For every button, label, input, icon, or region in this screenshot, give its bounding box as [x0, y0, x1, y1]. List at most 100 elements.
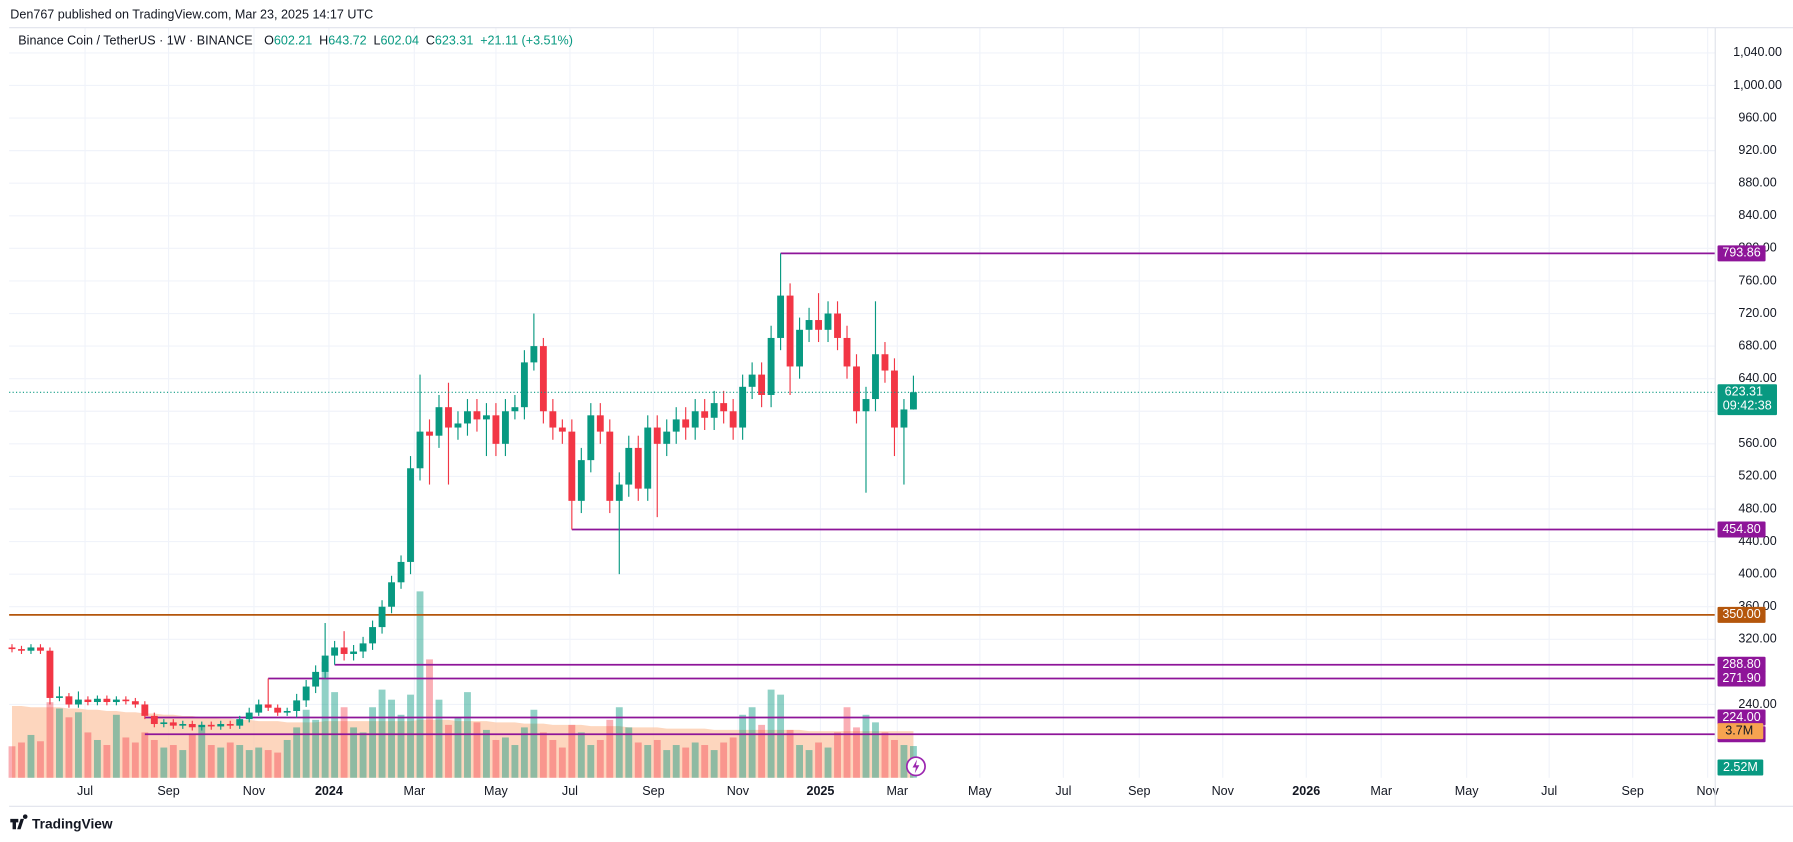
- volume-bar: [169, 745, 177, 778]
- volume-box: [1717, 759, 1764, 776]
- level-label: 350.00: [1722, 607, 1760, 621]
- candle-body: [805, 320, 813, 330]
- candle-body: [853, 366, 860, 412]
- candle-body: [729, 411, 737, 428]
- level-label: 271.90: [1722, 671, 1760, 685]
- volume-bar: [872, 722, 879, 778]
- logo-mark: [10, 814, 28, 830]
- volume-bar: [748, 707, 756, 778]
- x-tick-label: Nov: [1212, 784, 1235, 798]
- volume-bar: [729, 737, 737, 778]
- candle-body: [93, 698, 101, 703]
- volume-bar: [160, 747, 168, 778]
- x-tick-label: Jul: [562, 784, 578, 798]
- candle-body: [255, 704, 263, 713]
- volume-bar: [93, 739, 101, 778]
- candle-body: [634, 447, 642, 489]
- candle-body: [122, 699, 130, 702]
- volume-bar: [226, 742, 234, 778]
- y-tick-label: 520.00: [1738, 469, 1776, 483]
- candle-body: [207, 724, 215, 727]
- x-tick-label: May: [484, 784, 508, 798]
- candle-body: [65, 696, 73, 705]
- candle-body: [796, 329, 803, 367]
- volume-bar: [596, 739, 604, 778]
- candle-body: [596, 415, 604, 432]
- candle-body: [245, 712, 253, 720]
- volume-bar: [131, 742, 139, 778]
- candle-body: [539, 346, 547, 412]
- candle-body: [549, 411, 557, 428]
- candle-body: [663, 431, 671, 444]
- countdown: 09:42:38: [1723, 398, 1772, 412]
- volume-bar: [416, 591, 424, 778]
- volume-bar: [426, 659, 433, 778]
- candle-body: [74, 699, 82, 705]
- volume-bar: [805, 750, 813, 778]
- last-price-box: [1717, 384, 1777, 416]
- candle-body: [558, 427, 566, 432]
- last-price-label: 623.31: [1725, 385, 1763, 399]
- volume-bar: [672, 745, 680, 778]
- candle-body: [881, 354, 889, 371]
- volume-bar: [539, 732, 547, 778]
- y-tick-label: 1,040.00: [1733, 45, 1782, 59]
- volume-bar: [255, 747, 263, 778]
- candle-body: [758, 374, 766, 395]
- volume-label: 2.52M: [1723, 760, 1758, 774]
- y-tick-label: 960.00: [1738, 110, 1776, 124]
- candle-body: [843, 337, 851, 367]
- candle-body: [577, 460, 585, 501]
- y-tick-label: 720.00: [1738, 306, 1776, 320]
- legend-low: 602.04: [381, 34, 419, 48]
- candle-body: [160, 722, 168, 725]
- volume-bar: [359, 732, 367, 778]
- volume-bar: [549, 739, 557, 778]
- candle-body: [720, 403, 728, 412]
- volume-bar: [312, 719, 320, 778]
- replay-icon[interactable]: [905, 756, 926, 777]
- x-tick-label: Sep: [1622, 784, 1644, 798]
- candle-body: [226, 724, 234, 726]
- icon-bolt: [912, 759, 920, 774]
- volume-bar: [520, 727, 528, 778]
- y-tick-label: 240.00: [1738, 697, 1776, 711]
- volume-bar: [891, 739, 898, 778]
- candle-body: [739, 386, 747, 428]
- volume-bar: [786, 729, 794, 778]
- legend-letter: L: [374, 34, 381, 48]
- x-tick-label: Mar: [404, 784, 426, 798]
- volume-bar: [853, 727, 860, 778]
- candle-body: [691, 411, 699, 428]
- candle-body: [321, 655, 329, 672]
- volume-bar: [606, 719, 614, 778]
- candle-body: [37, 647, 44, 651]
- candle-body: [891, 370, 898, 428]
- candle-body: [416, 431, 424, 469]
- volume-bar: [625, 727, 633, 778]
- candle-body: [46, 650, 54, 698]
- candle-body: [672, 419, 680, 432]
- volume-bar: [739, 714, 747, 778]
- volume-bar: [46, 702, 54, 778]
- candle-body: [179, 724, 187, 726]
- y-tick-label: 840.00: [1738, 208, 1776, 222]
- volume-bar: [37, 741, 44, 778]
- x-tick-label: Sep: [157, 784, 179, 798]
- candle-body: [141, 704, 149, 716]
- y-tick-label: 680.00: [1738, 338, 1776, 352]
- x-tick-label: 2024: [315, 784, 343, 798]
- logo: TradingView: [10, 814, 113, 831]
- legend-open: 602.21: [274, 34, 312, 48]
- candle-body: [293, 700, 301, 711]
- volume-bar: [435, 699, 443, 778]
- legend-letter: O: [264, 34, 274, 48]
- y-tick-label: 1,000.00: [1733, 78, 1782, 92]
- volume-bar: [397, 714, 405, 778]
- volume-bar: [445, 724, 452, 778]
- legend-close: 623.31: [435, 34, 473, 48]
- y-tick-label: 560.00: [1738, 436, 1776, 450]
- volume-bar: [558, 747, 566, 778]
- volume-bar: [122, 737, 130, 778]
